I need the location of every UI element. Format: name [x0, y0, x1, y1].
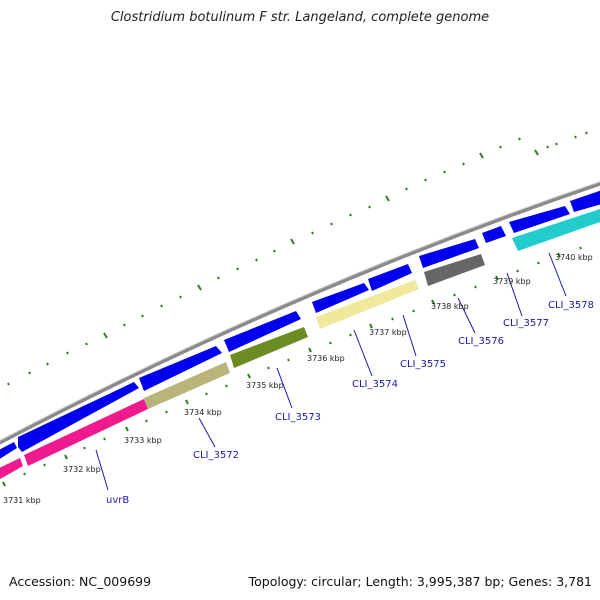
scale-label: 3739 kbp	[493, 277, 531, 286]
scale-label: 3738 kbp	[431, 302, 469, 311]
inner-tick-ring	[2, 246, 582, 487]
outer-tick-ring	[7, 131, 588, 386]
gene-label[interactable]: CLI_3577	[503, 318, 549, 329]
scale-label: 3733 kbp	[124, 436, 162, 445]
feature-track	[0, 209, 600, 482]
cds-feature[interactable]	[482, 226, 506, 243]
cds-feature[interactable]	[312, 283, 369, 313]
scale-label: 3732 kbp	[63, 465, 101, 474]
scale-labels: 3731 kbp 3732 kbp 3733 kbp 3734 kbp 3735…	[3, 253, 593, 505]
feature-magenta[interactable]	[24, 399, 148, 466]
scale-label: 3736 kbp	[307, 354, 345, 363]
cds-feature[interactable]	[139, 346, 222, 391]
cds-feature[interactable]	[570, 189, 600, 212]
cds-feature[interactable]	[0, 442, 17, 460]
cds-feature[interactable]	[419, 239, 479, 268]
feature-grey[interactable]	[424, 254, 485, 286]
scale-label: 3737 kbp	[369, 328, 407, 337]
feature-khaki[interactable]	[144, 362, 230, 409]
gene-label[interactable]: CLI_3576	[458, 336, 504, 347]
label-leaders	[95, 252, 567, 491]
cds-feature[interactable]	[368, 264, 412, 291]
gene-labels: uvrB CLI_3572 CLI_3573 CLI_3574 CLI_3575…	[106, 300, 594, 506]
gene-label[interactable]: CLI_3575	[400, 359, 446, 370]
scale-label: 3735 kbp	[246, 381, 284, 390]
cds-forward-track	[0, 189, 600, 460]
gene-label[interactable]: CLI_3574	[352, 379, 398, 390]
feature-olive[interactable]	[230, 327, 308, 368]
cds-feature[interactable]	[18, 382, 139, 452]
scale-label: 3740 kbp	[555, 253, 593, 262]
gene-label[interactable]: CLI_3573	[275, 412, 321, 423]
cds-feature[interactable]	[509, 206, 570, 233]
gene-label[interactable]: CLI_3572	[193, 450, 239, 461]
gene-label[interactable]: CLI_3578	[548, 300, 594, 311]
map-title: Clostridium botulinum F str. Langeland, …	[110, 10, 490, 25]
gene-label[interactable]: uvrB	[106, 495, 129, 506]
genome-backbone	[0, 181, 600, 445]
scale-label: 3731 kbp	[3, 496, 41, 505]
accession-text: Accession: NC_009699	[9, 574, 152, 589]
topology-text: Topology: circular; Length: 3,995,387 bp…	[248, 574, 592, 589]
feature-cyan[interactable]	[512, 209, 600, 251]
feature-pale-yellow[interactable]	[316, 280, 419, 329]
cds-feature[interactable]	[224, 311, 301, 352]
feature-magenta[interactable]	[0, 458, 23, 482]
scale-label: 3734 kbp	[184, 408, 222, 417]
